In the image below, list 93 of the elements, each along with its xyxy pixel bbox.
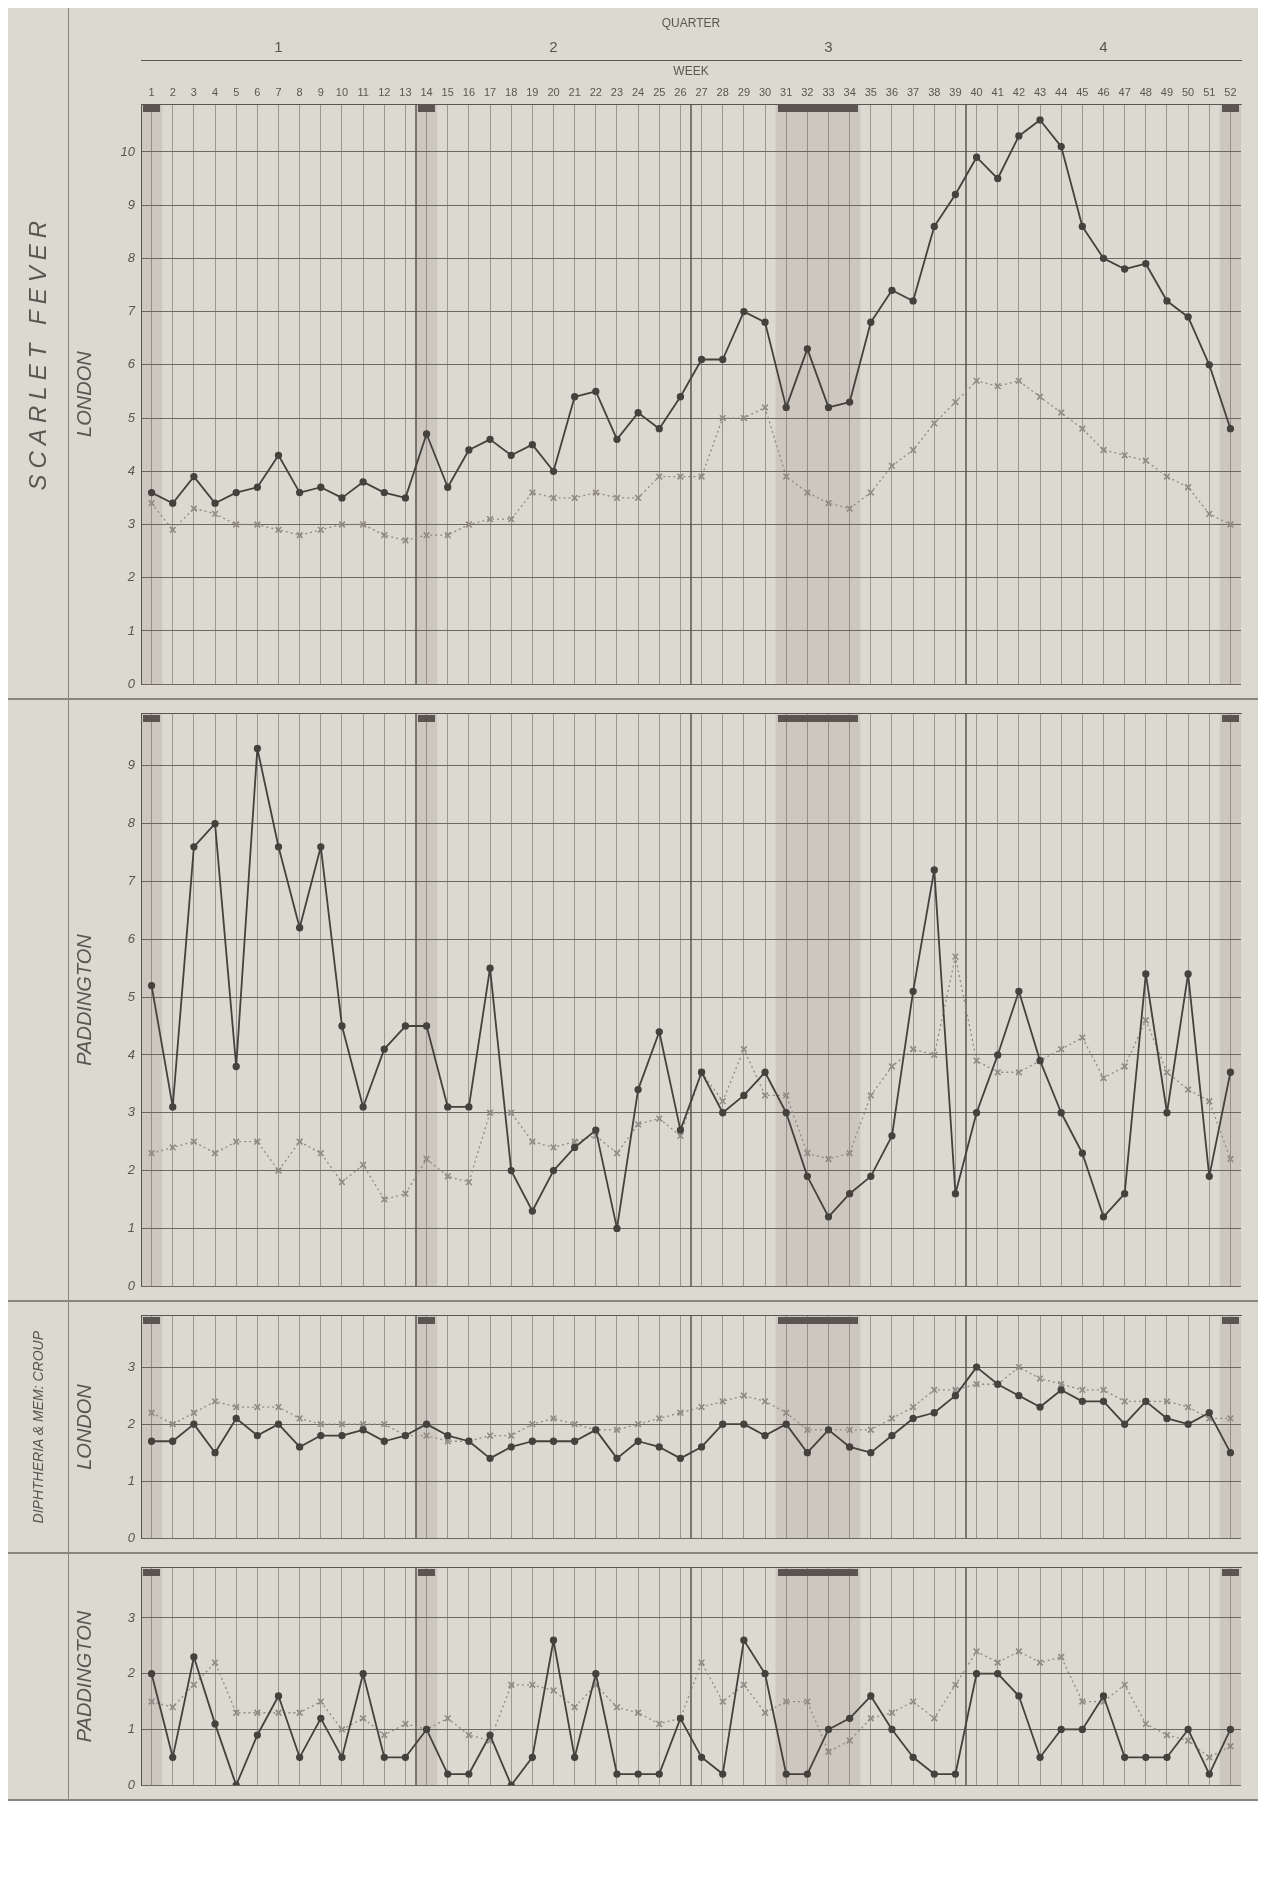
x-tick-label: 30 [758, 86, 772, 99]
x-tick-label: 38 [928, 86, 941, 99]
y-tick-label: 10 [120, 143, 136, 159]
x-tick-label: 7 [275, 86, 282, 99]
x-tick-label: 15 [441, 86, 454, 99]
x-tick-label: 46 [1097, 86, 1110, 99]
y-axis-title: PADDINGTON [72, 1610, 95, 1743]
x-tick-label: 33 [822, 86, 835, 99]
y-tick-label: 6 [127, 930, 136, 946]
y-tick-label: 3 [127, 1358, 136, 1374]
x-tick-label: 17 [483, 86, 497, 99]
x-tick-label: 18 [505, 86, 518, 99]
x-tick-label: 49 [1160, 86, 1174, 99]
x-tick-label: 45 [1076, 86, 1089, 99]
y-tick-label: 9 [127, 757, 135, 773]
x-tick-label: 20 [547, 86, 560, 99]
y-tick-label: 2 [126, 1162, 136, 1178]
y-tick-label: 2 [126, 569, 136, 585]
x-tick-label: 9 [317, 86, 324, 99]
y-axis-title: LONDON [72, 350, 95, 437]
y-tick-label: 5 [127, 409, 136, 425]
x2-tick-label: 4 [1099, 37, 1108, 55]
y-tick-label: 5 [127, 988, 136, 1004]
y-tick-label: 3 [127, 1609, 136, 1625]
y-tick-label: 3 [127, 1104, 136, 1120]
x-tick-label: 41 [991, 86, 1004, 99]
x-tick-label: 31 [780, 86, 793, 99]
x2-axis-title: QUARTER [661, 15, 721, 30]
x-tick-label: 42 [1012, 86, 1026, 99]
x-tick-label: 44 [1055, 86, 1068, 99]
x-tick-label: 26 [674, 86, 687, 99]
x-tick-label: 5 [233, 86, 240, 99]
y-axis-title: PADDINGTON [72, 933, 95, 1066]
x2-tick-label: 3 [824, 37, 833, 55]
x-tick-label: 11 [357, 86, 369, 99]
x-tick-label: 48 [1139, 86, 1152, 99]
x-tick-label: 14 [420, 86, 433, 99]
y-tick-label: 4 [127, 1046, 135, 1062]
x-tick-label: 6 [254, 86, 261, 99]
x-tick-label: 2 [169, 86, 176, 99]
x-tick-label: 39 [949, 86, 962, 99]
x2-tick-label: 1 [274, 37, 283, 55]
x-tick-label: 3 [190, 86, 197, 99]
y-tick-label: 7 [127, 873, 136, 889]
y-tick-label: 4 [127, 462, 135, 478]
y-tick-label: 0 [127, 1776, 136, 1792]
x-tick-label: 24 [631, 86, 645, 99]
x-tick-label: 43 [1033, 86, 1047, 99]
x-tick-label: 36 [885, 86, 899, 99]
x-tick-label: 19 [526, 86, 539, 99]
y-tick-label: 8 [127, 815, 136, 831]
y-tick-label: 6 [127, 356, 136, 372]
y-tick-label: 0 [127, 1277, 136, 1293]
x-tick-label: 10 [335, 86, 349, 99]
y-axis-title: LONDON [72, 1383, 95, 1470]
x-tick-label: 1 [148, 86, 155, 99]
x-tick-label: 12 [378, 86, 391, 99]
x-tick-label: 21 [568, 86, 581, 99]
x-axis-title: WEEK [673, 63, 709, 78]
y-tick-label: 1 [127, 1219, 135, 1235]
x-tick-label: 4 [211, 86, 219, 99]
x-tick-label: 8 [296, 86, 303, 99]
text: DIPHTHERIA & MEM: CROUP [30, 1330, 46, 1524]
x-tick-label: 28 [716, 86, 729, 99]
x-tick-label: 52 [1224, 86, 1237, 99]
x-tick-label: 35 [864, 86, 877, 99]
x-tick-label: 34 [843, 86, 856, 99]
y-tick-label: 7 [127, 303, 136, 319]
y-tick-label: 1 [127, 622, 135, 638]
x-tick-label: 27 [695, 86, 708, 99]
x-tick-label: 37 [906, 86, 920, 99]
y-tick-label: 0 [127, 1529, 136, 1545]
x-tick-label: 13 [399, 86, 412, 99]
text: SCARLET FEVER [24, 215, 52, 491]
y-tick-label: 1 [127, 1721, 135, 1737]
y-tick-label: 8 [127, 249, 136, 265]
x-tick-label: 16 [462, 86, 476, 99]
y-tick-label: 0 [127, 675, 136, 691]
x2-tick-label: 2 [549, 37, 558, 55]
y-tick-label: 3 [127, 516, 136, 532]
x-tick-label: 23 [610, 86, 624, 99]
y-tick-label: 2 [126, 1665, 136, 1681]
x-tick-label: 40 [970, 86, 983, 99]
y-tick-label: 1 [127, 1472, 135, 1488]
y-tick-label: 9 [127, 196, 135, 212]
x-tick-label: 47 [1118, 86, 1131, 99]
x-tick-label: 22 [589, 86, 602, 99]
x-tick-label: 50 [1181, 86, 1195, 99]
x-tick-label: 25 [653, 86, 666, 99]
x-tick-label: 51 [1203, 86, 1216, 99]
x-tick-label: 32 [801, 86, 814, 99]
y-tick-label: 2 [126, 1415, 136, 1431]
x-tick-label: 29 [737, 86, 751, 99]
